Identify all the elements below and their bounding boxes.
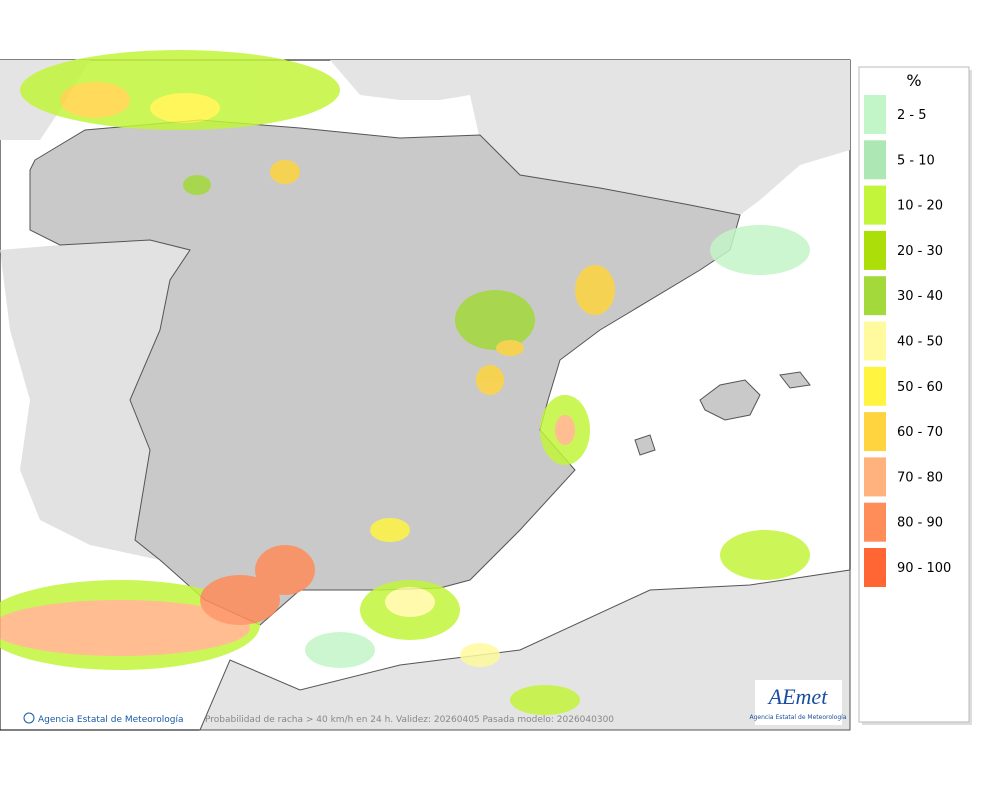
prob-area xyxy=(555,415,575,445)
logo-box xyxy=(755,680,842,725)
prob-area xyxy=(575,265,615,315)
africa xyxy=(199,569,851,731)
legend-label: 80 - 90 xyxy=(897,516,943,531)
prob-area xyxy=(510,685,580,715)
prob-area xyxy=(455,290,535,350)
prob-area xyxy=(720,530,810,580)
legend-swatch xyxy=(864,276,886,316)
portugal xyxy=(0,240,190,560)
prob-area xyxy=(370,518,410,542)
prob-area xyxy=(270,160,300,184)
logo-name: AEmet xyxy=(767,684,829,709)
legend-label: 20 - 30 xyxy=(897,244,943,259)
france xyxy=(330,60,850,215)
prob-area xyxy=(305,632,375,668)
legend-label: 90 - 100 xyxy=(897,561,951,576)
legend-swatch xyxy=(864,185,886,225)
logo-subtitle: Agencia Estatal de Meteorología xyxy=(750,714,847,721)
copyright-icon xyxy=(23,712,35,724)
legend-label: 50 - 60 xyxy=(897,380,943,395)
spain xyxy=(29,119,741,626)
legend-swatch xyxy=(864,412,886,452)
legend-swatch xyxy=(864,140,886,180)
ibiza xyxy=(634,434,656,456)
legend-swatch xyxy=(864,366,886,406)
prob-area xyxy=(0,600,250,656)
legend-swatch xyxy=(864,230,886,270)
prob-area xyxy=(255,545,315,595)
agency-credit: Agencia Estatal de Meteorología xyxy=(38,715,184,725)
map: Agencia Estatal de Meteorología Probabil… xyxy=(0,50,851,731)
legend-swatch xyxy=(864,457,886,497)
legend-title: % xyxy=(906,71,921,90)
legend-swatch xyxy=(864,548,886,587)
legend-label: 5 - 10 xyxy=(897,153,935,168)
prob-area xyxy=(60,82,130,118)
legend-label: 70 - 80 xyxy=(897,470,943,485)
probability-areas xyxy=(0,50,810,715)
prob-area xyxy=(385,587,435,617)
legend: % 2 - 5 5 - 10 10 - 20 20 - 30 30 - 40 40 - 5… xyxy=(858,66,972,725)
prob-area xyxy=(183,175,211,195)
legend-label: 2 - 5 xyxy=(897,108,927,123)
prob-area xyxy=(476,365,504,395)
legend-swatch xyxy=(864,502,886,542)
legend-swatch xyxy=(864,95,886,134)
prob-area xyxy=(460,643,500,667)
legend-label: 10 - 20 xyxy=(897,199,943,214)
legend-label: 60 - 70 xyxy=(897,425,943,440)
prob-area xyxy=(496,340,524,356)
legend-swatch xyxy=(864,321,886,361)
menorca xyxy=(779,371,811,389)
map-caption: Probabilidad de racha > 40 km/h en 24 h.… xyxy=(205,715,614,725)
prob-area xyxy=(710,225,810,275)
prob-area xyxy=(200,575,280,625)
legend-label: 30 - 40 xyxy=(897,289,943,304)
legend-label: 40 - 50 xyxy=(897,335,943,350)
mallorca xyxy=(699,379,761,421)
prob-area xyxy=(150,93,220,123)
